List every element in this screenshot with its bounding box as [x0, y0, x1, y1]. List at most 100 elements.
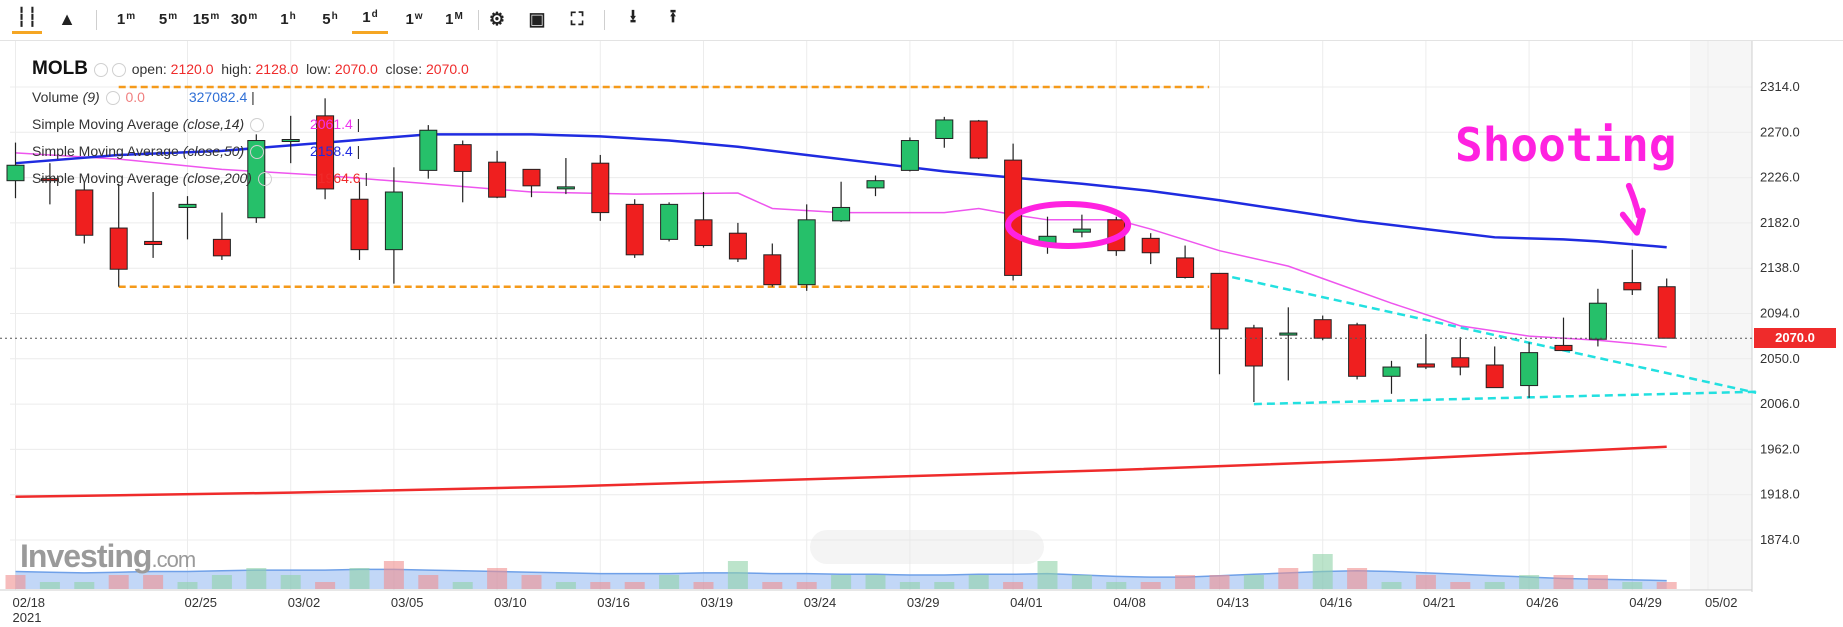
candle-body	[453, 144, 472, 172]
legend-low-label: low:	[306, 61, 332, 77]
volume-bar	[39, 582, 60, 589]
eye-icon[interactable]	[250, 118, 265, 133]
candle-body	[522, 168, 541, 187]
legend-sma200-label: Simple Moving Average	[32, 170, 179, 186]
timeframe-30m[interactable]: 30 m	[230, 10, 258, 28]
x-tick-label: 03/10	[494, 595, 527, 610]
volume-bar	[177, 582, 198, 589]
volume-bar	[555, 582, 576, 589]
volume-bar	[315, 582, 336, 589]
candle-body	[350, 198, 369, 251]
volume-bar	[865, 575, 886, 589]
candle-body	[109, 227, 128, 270]
legend-low: 2070.0	[334, 61, 378, 77]
logo-text: Investing	[20, 538, 152, 574]
legend-sma14-val: 2061.4	[309, 116, 353, 132]
volume-bar	[1587, 575, 1608, 589]
legend-high-label: high:	[221, 61, 252, 77]
mountain-icon[interactable]: ▲	[58, 8, 76, 29]
volume-bar	[1381, 582, 1402, 589]
legend-open-label: open:	[131, 61, 167, 77]
candle-body	[316, 115, 335, 190]
volume-bar	[1071, 575, 1092, 589]
volume-bar	[452, 582, 473, 589]
legend-row-sma14: Simple Moving Average (close,14) 2061.4 …	[32, 116, 361, 133]
candles-icon[interactable]: ┆┆	[12, 4, 42, 34]
chart-nav-controls[interactable]	[810, 530, 1044, 564]
volume-bar	[349, 568, 370, 589]
y-tick-label: 2138.0	[1760, 260, 1800, 275]
volume-bar	[1140, 582, 1161, 589]
volume-bar	[1484, 582, 1505, 589]
candle-body	[866, 180, 885, 189]
volume-bar	[1278, 568, 1299, 589]
y-tick-label: 2226.0	[1760, 170, 1800, 185]
candle-body	[1520, 352, 1539, 387]
candle-body	[1623, 282, 1642, 291]
x-tick-label: 04/01	[1010, 595, 1043, 610]
upload-icon[interactable]: ⭱	[669, 6, 677, 26]
candle-body	[694, 219, 713, 247]
camera-icon[interactable]: ▣	[528, 8, 546, 29]
volume-bar	[899, 582, 920, 589]
legend-sma50-label: Simple Moving Average	[32, 143, 179, 159]
candle-body	[419, 129, 438, 171]
y-tick-label: 1918.0	[1760, 487, 1800, 502]
volume-bar	[1037, 561, 1058, 589]
eye-icon[interactable]	[105, 91, 120, 106]
candle-body	[212, 238, 231, 257]
candle-body	[1657, 286, 1676, 339]
legend-row-sma50: Simple Moving Average (close,50) 2158.4 …	[32, 143, 361, 160]
candle-body	[1141, 237, 1160, 254]
volume-bar	[1347, 568, 1368, 589]
volume-bar	[1312, 554, 1333, 589]
last-price-tag: 2070.0	[1754, 328, 1836, 349]
candle-body	[1176, 257, 1195, 278]
fullscreen-icon[interactable]: ⛶	[570, 8, 584, 29]
x-tick-label: 03/29	[907, 595, 940, 610]
legend-sma200-val: 1964.6	[317, 170, 361, 186]
legend-sma50-val: 2158.4	[309, 143, 353, 159]
timeframe-15m[interactable]: 15 m	[192, 10, 220, 28]
price-chart[interactable]: 2314.0 2270.0 2226.0 2182.0 2138.0 2094.0 2050…	[0, 41, 1843, 627]
legend-sma14-label: Simple Moving Average	[32, 116, 179, 132]
logo-suffix: .com	[151, 547, 196, 572]
volume-bar	[934, 582, 955, 589]
legend-close: 2070.0	[426, 61, 469, 77]
y-tick-label: 1962.0	[1760, 441, 1800, 456]
candle-body	[969, 120, 988, 159]
x-tick-label: 04/26	[1526, 595, 1559, 610]
x-tick-label: 04/08	[1113, 595, 1146, 610]
toolbar: ┆┆ ▲ 1 m 5 m 15 m 30 m 1 h 5 h 1 d 1 w 1 M ⚙ ▣ ⛶ ⭳ ⭱	[0, 0, 1843, 41]
annotation-circle	[1005, 200, 1132, 249]
volume-bar	[280, 575, 301, 589]
y-tick-label: 2006.0	[1760, 396, 1800, 411]
legend-sma14-param: (close,14)	[182, 116, 245, 132]
y-tick-label: 2050.0	[1760, 351, 1800, 366]
volume-average-line	[15, 568, 1667, 582]
volume-bar	[968, 575, 989, 589]
volume-bar	[1415, 575, 1436, 589]
download-icon[interactable]: ⭳	[629, 6, 637, 26]
volume-bar	[143, 575, 164, 589]
gear-icon[interactable]: ⚙	[488, 8, 506, 29]
legend-row-sma200: Simple Moving Average (close,200) 1964.6…	[32, 170, 369, 187]
eye-icon[interactable]	[250, 145, 265, 160]
x-tick-label: 04/13	[1217, 595, 1250, 610]
candle-body	[6, 164, 25, 182]
sma200-line	[15, 445, 1667, 499]
volume-bar	[1450, 582, 1471, 589]
x-tick-sublabel: 2021	[13, 610, 42, 625]
eye-icon[interactable]	[93, 63, 108, 78]
x-tick-label: 04/21	[1423, 595, 1456, 610]
y-tick-label: 2314.0	[1760, 79, 1800, 94]
gear-icon[interactable]	[111, 63, 126, 78]
eye-icon[interactable]	[257, 172, 272, 187]
